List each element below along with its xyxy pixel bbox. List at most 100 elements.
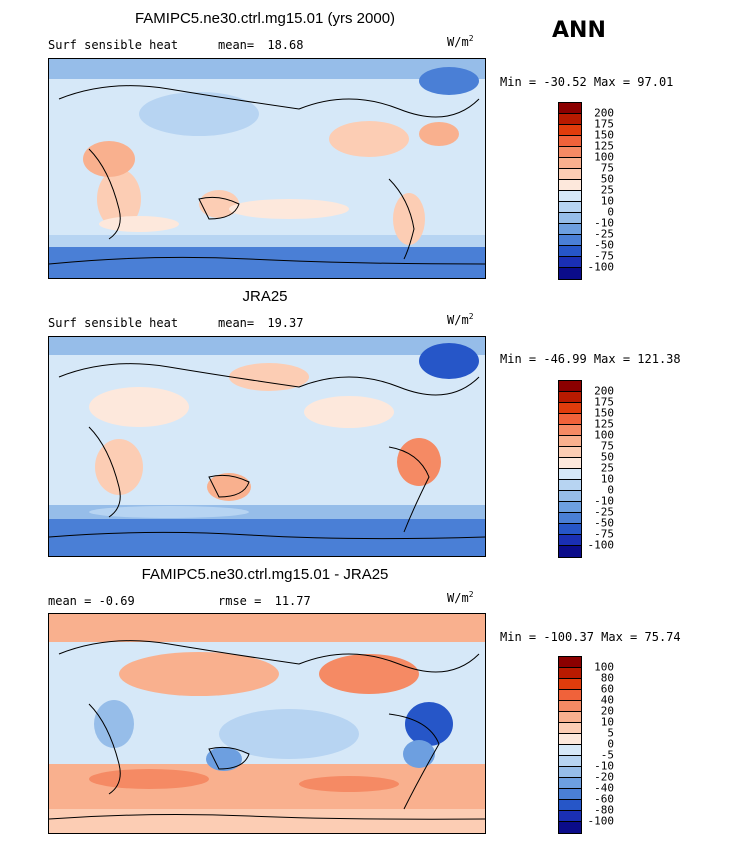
panel-3-title: FAMIPC5.ne30.ctrl.mg15.01 - JRA25 <box>141 566 389 583</box>
colorbar-tick-label: -100 <box>587 814 615 828</box>
colorbar-swatch <box>559 458 581 469</box>
panel-2-variable-label: Surf sensible heat <box>48 316 179 330</box>
panel-3-map <box>48 613 486 834</box>
panel-2-mean-value: 19.37 <box>267 316 304 330</box>
panel-1-mean-key: mean= <box>218 38 255 52</box>
panel-1-title: FAMIPC5.ne30.ctrl.mg15.01 (yrs 2000) <box>134 10 396 27</box>
colorbar-swatch <box>559 447 581 458</box>
colorbar-swatch <box>559 535 581 546</box>
colorbar-tick-label: 40 <box>600 693 614 707</box>
colorbar-tick-label: -5 <box>600 748 614 762</box>
colorbar-tick-label: 175 <box>594 395 614 409</box>
colorbar-tick-label: -60 <box>594 792 614 806</box>
colorbar-tick-label: -25 <box>594 227 614 241</box>
colorbar-tick-label: 100 <box>594 150 614 164</box>
panel-2-map <box>48 336 486 557</box>
panel-2-mean-label: mean= 19.37 <box>218 316 303 330</box>
colorbar-tick-label: -100 <box>587 538 615 552</box>
colorbar-tick-label: 200 <box>594 106 614 120</box>
colorbar-swatch <box>559 436 581 447</box>
panel-1-colorbar <box>558 102 582 280</box>
colorbar-swatch <box>559 789 581 800</box>
panel-2-mean-key: mean= <box>218 316 255 330</box>
colorbar-swatch <box>559 734 581 745</box>
colorbar-tick-label: -80 <box>594 803 614 817</box>
colorbar-tick-label: 0 <box>607 205 614 219</box>
colorbar-tick-label: 10 <box>600 715 614 729</box>
colorbar-tick-label: 25 <box>600 183 614 197</box>
colorbar-swatch <box>559 756 581 767</box>
colorbar-tick-label: -10 <box>594 216 614 230</box>
panel-3-map-svg <box>49 614 485 833</box>
colorbar-swatch <box>559 657 581 668</box>
colorbar-tick-label: 150 <box>594 128 614 142</box>
colorbar-swatch <box>559 136 581 147</box>
colorbar-swatch <box>559 202 581 213</box>
colorbar-swatch <box>559 158 581 169</box>
colorbar-swatch <box>559 469 581 480</box>
colorbar-tick-label: 75 <box>600 439 614 453</box>
colorbar-swatch <box>559 513 581 524</box>
colorbar-tick-label: -10 <box>594 494 614 508</box>
colorbar-swatch <box>559 425 581 436</box>
colorbar-tick-label: 5 <box>607 726 614 740</box>
panel-1-mean-value: 18.68 <box>267 38 304 52</box>
colorbar-tick-label: -75 <box>594 249 614 263</box>
colorbar-tick-label: -25 <box>594 505 614 519</box>
colorbar-swatch <box>559 690 581 701</box>
colorbar-swatch <box>559 213 581 224</box>
colorbar-tick-label: 100 <box>594 428 614 442</box>
panel-1-map-svg <box>49 59 485 278</box>
colorbar-swatch <box>559 778 581 789</box>
panel-3-rmse-key: rmse = <box>218 594 262 608</box>
panel-3-colorbar <box>558 656 582 834</box>
panel-1-units: W/m2 <box>447 34 474 49</box>
colorbar-tick-label: -40 <box>594 781 614 795</box>
panel-1-minmax: Min = -30.52 Max = 97.01 <box>500 75 674 89</box>
panel-3-rmse-value: 11.77 <box>274 594 311 608</box>
colorbar-swatch <box>559 480 581 491</box>
colorbar-tick-label: 125 <box>594 417 614 431</box>
colorbar-swatch <box>559 125 581 136</box>
colorbar-tick-label: -100 <box>587 260 615 274</box>
colorbar-tick-label: 200 <box>594 384 614 398</box>
panel-1-mean-label: mean= 18.68 <box>218 38 303 52</box>
panel-2-units-text: W/m <box>447 313 469 327</box>
colorbar-tick-label: 20 <box>600 704 614 718</box>
colorbar-swatch <box>559 246 581 257</box>
colorbar-tick-label: 25 <box>600 461 614 475</box>
colorbar-tick-label: 100 <box>594 660 614 674</box>
colorbar-swatch <box>559 414 581 425</box>
colorbar-swatch <box>559 381 581 392</box>
colorbar-tick-label: 75 <box>600 161 614 175</box>
colorbar-tick-label: 175 <box>594 117 614 131</box>
colorbar-tick-label: -75 <box>594 527 614 541</box>
colorbar-swatch <box>559 257 581 268</box>
colorbar-swatch <box>559 668 581 679</box>
panel-1-map <box>48 58 486 279</box>
colorbar-swatch <box>559 268 581 279</box>
colorbar-tick-label: 10 <box>600 194 614 208</box>
panel-3-mean-label: mean = -0.69 <box>48 594 135 608</box>
colorbar-swatch <box>559 822 581 833</box>
colorbar-tick-label: 0 <box>607 737 614 751</box>
colorbar-swatch <box>559 191 581 202</box>
colorbar-swatch <box>559 712 581 723</box>
colorbar-tick-label: 10 <box>600 472 614 486</box>
colorbar-swatch <box>559 392 581 403</box>
colorbar-tick-label: -20 <box>594 770 614 784</box>
colorbar-swatch <box>559 147 581 158</box>
colorbar-tick-label: -50 <box>594 516 614 530</box>
colorbar-swatch <box>559 403 581 414</box>
colorbar-tick-label: -10 <box>594 759 614 773</box>
colorbar-swatch <box>559 491 581 502</box>
panel-2-minmax: Min = -46.99 Max = 121.38 <box>500 352 681 366</box>
colorbar-swatch <box>559 103 581 114</box>
colorbar-tick-label: 60 <box>600 682 614 696</box>
panel-2-title: JRA25 <box>242 288 288 305</box>
colorbar-swatch <box>559 723 581 734</box>
colorbar-swatch <box>559 800 581 811</box>
colorbar-tick-label: 80 <box>600 671 614 685</box>
panel-2-map-svg <box>49 337 485 556</box>
colorbar-swatch <box>559 114 581 125</box>
